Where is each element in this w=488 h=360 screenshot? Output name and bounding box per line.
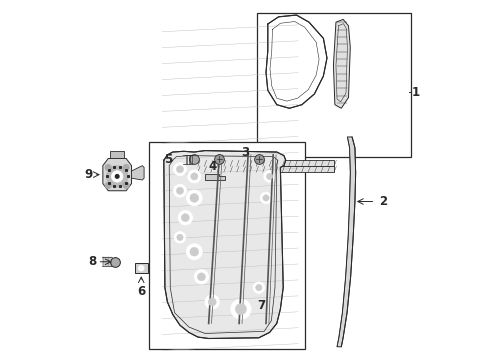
Circle shape	[255, 284, 262, 291]
Circle shape	[122, 164, 129, 171]
Bar	[198, 166, 333, 172]
Text: 8: 8	[88, 255, 96, 268]
Text: 4: 4	[208, 160, 216, 173]
Circle shape	[138, 265, 144, 271]
Bar	[149, 142, 305, 348]
Circle shape	[122, 182, 129, 189]
Text: 7: 7	[257, 299, 264, 312]
Text: 3: 3	[241, 145, 249, 158]
Circle shape	[208, 298, 216, 306]
Circle shape	[230, 299, 250, 319]
Bar	[257, 13, 410, 157]
Circle shape	[181, 214, 189, 222]
Bar	[198, 160, 333, 166]
Polygon shape	[102, 158, 131, 191]
Circle shape	[187, 170, 201, 183]
Circle shape	[235, 303, 246, 315]
Circle shape	[176, 166, 183, 173]
Circle shape	[173, 184, 186, 197]
Polygon shape	[110, 151, 124, 158]
Polygon shape	[204, 174, 224, 180]
Polygon shape	[163, 150, 285, 338]
Circle shape	[177, 234, 183, 240]
Text: 5: 5	[164, 153, 172, 166]
Circle shape	[263, 195, 268, 201]
Circle shape	[178, 211, 192, 225]
Circle shape	[105, 182, 111, 189]
Polygon shape	[333, 19, 349, 108]
Circle shape	[189, 194, 198, 202]
Bar	[135, 263, 147, 273]
Polygon shape	[336, 137, 355, 347]
Polygon shape	[265, 15, 326, 108]
Text: 6: 6	[137, 285, 145, 298]
Circle shape	[190, 173, 198, 180]
Circle shape	[176, 187, 183, 194]
Circle shape	[260, 192, 271, 204]
Circle shape	[266, 173, 272, 180]
Circle shape	[111, 171, 122, 182]
Text: 2: 2	[378, 195, 386, 208]
Circle shape	[105, 164, 111, 171]
Circle shape	[204, 295, 219, 309]
Circle shape	[115, 175, 119, 178]
Circle shape	[197, 273, 205, 281]
Circle shape	[106, 166, 128, 187]
Text: 1: 1	[411, 86, 419, 99]
Circle shape	[264, 171, 275, 182]
Circle shape	[189, 247, 198, 256]
Circle shape	[194, 270, 208, 284]
Circle shape	[253, 282, 264, 293]
Text: 9: 9	[84, 168, 93, 181]
Polygon shape	[131, 166, 144, 180]
Circle shape	[173, 163, 186, 176]
Circle shape	[186, 190, 202, 206]
Circle shape	[174, 231, 185, 243]
Circle shape	[186, 244, 202, 260]
